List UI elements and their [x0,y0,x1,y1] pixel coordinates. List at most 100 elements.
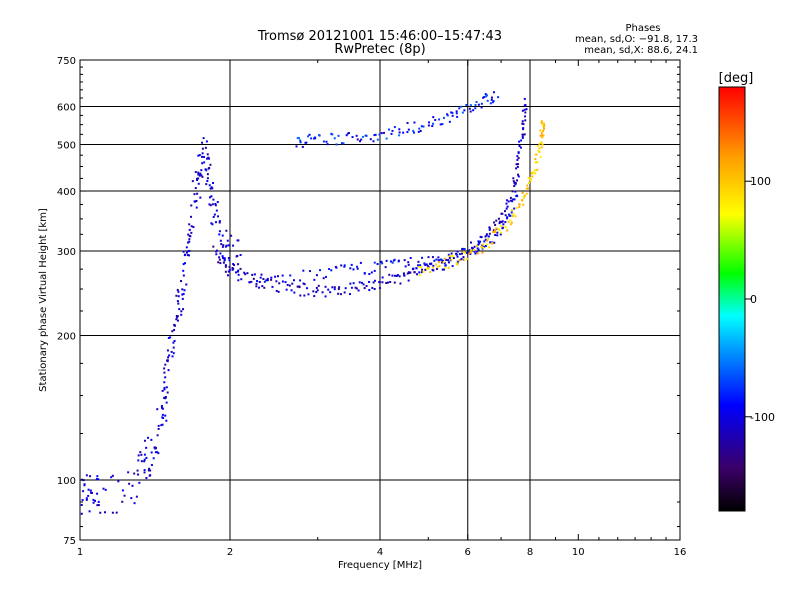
data-point [502,223,505,226]
data-point [208,157,211,160]
data-point [182,250,185,253]
data-point [391,129,394,132]
data-point [176,288,179,291]
data-point [99,511,102,514]
data-point [509,196,512,199]
data-point [373,134,376,137]
data-point [506,205,509,208]
data-point [504,226,507,229]
data-point [407,261,410,264]
data-point [517,152,520,155]
data-point [338,286,341,289]
data-point [80,503,83,506]
data-point [197,173,200,176]
data-point [331,133,334,136]
data-point [189,235,192,238]
data-point [492,230,495,233]
data-point [333,286,336,289]
data-point [421,268,424,271]
data-point [156,408,159,411]
data-point [322,277,325,280]
data-point [516,158,519,161]
data-point [473,245,476,248]
data-point [334,265,337,268]
data-point [224,264,227,267]
data-point [489,102,492,105]
data-point [417,130,420,133]
data-point [418,127,421,130]
data-point [440,261,443,264]
data-point [540,142,543,145]
data-point [83,484,86,487]
data-point [495,227,498,230]
data-point [446,113,449,116]
data-point [539,134,542,137]
data-point [184,253,187,256]
data-point [89,475,92,478]
data-point [455,110,458,113]
data-point [293,291,296,294]
data-point [359,140,362,143]
data-point [500,231,503,234]
data-point [199,196,202,199]
data-point [363,287,366,290]
data-point [164,376,167,379]
data-point [408,271,411,274]
data-point [482,246,485,249]
data-point [501,220,504,223]
data-point [525,108,528,111]
data-point [536,145,539,148]
data-point [339,293,342,296]
data-point [460,105,463,108]
data-point [96,475,99,478]
data-point [429,262,432,265]
data-point [506,216,509,219]
data-point [223,257,226,260]
data-point [89,489,92,492]
data-point [165,401,168,404]
data-point [466,257,469,260]
data-point [504,221,507,224]
data-point [150,451,153,454]
data-point [352,268,355,271]
data-point [373,261,376,264]
data-point [479,235,482,238]
data-point [96,492,99,495]
data-point [432,116,435,119]
data-point [448,120,451,123]
data-point [307,293,310,296]
data-point [193,193,196,196]
data-point [208,203,211,206]
data-point [337,288,340,291]
data-point [467,252,470,255]
data-point [173,339,176,342]
data-point [201,152,204,155]
data-point [194,171,197,174]
data-point [337,292,340,295]
data-point [440,258,443,261]
data-point [209,163,212,166]
data-point [524,111,527,114]
x-tick-label-0: 1 [77,547,83,558]
data-point [402,272,405,275]
stats-o: mean, sd,O: −91.8, 17.3 [575,34,698,45]
data-point [477,103,480,106]
data-point [541,123,544,126]
data-point [384,266,387,269]
colorbar-tick-label-1: 0 [750,293,757,306]
data-point [361,281,364,284]
data-point [499,233,502,236]
data-point [447,261,450,264]
data-point [444,266,447,269]
data-point [266,277,269,280]
data-point [465,103,468,106]
data-point [412,129,415,132]
data-point [361,135,364,138]
data-point [386,281,389,284]
data-point [175,318,178,321]
data-point [451,254,454,257]
data-point [399,282,402,285]
data-point [167,369,170,372]
data-point [237,239,240,242]
